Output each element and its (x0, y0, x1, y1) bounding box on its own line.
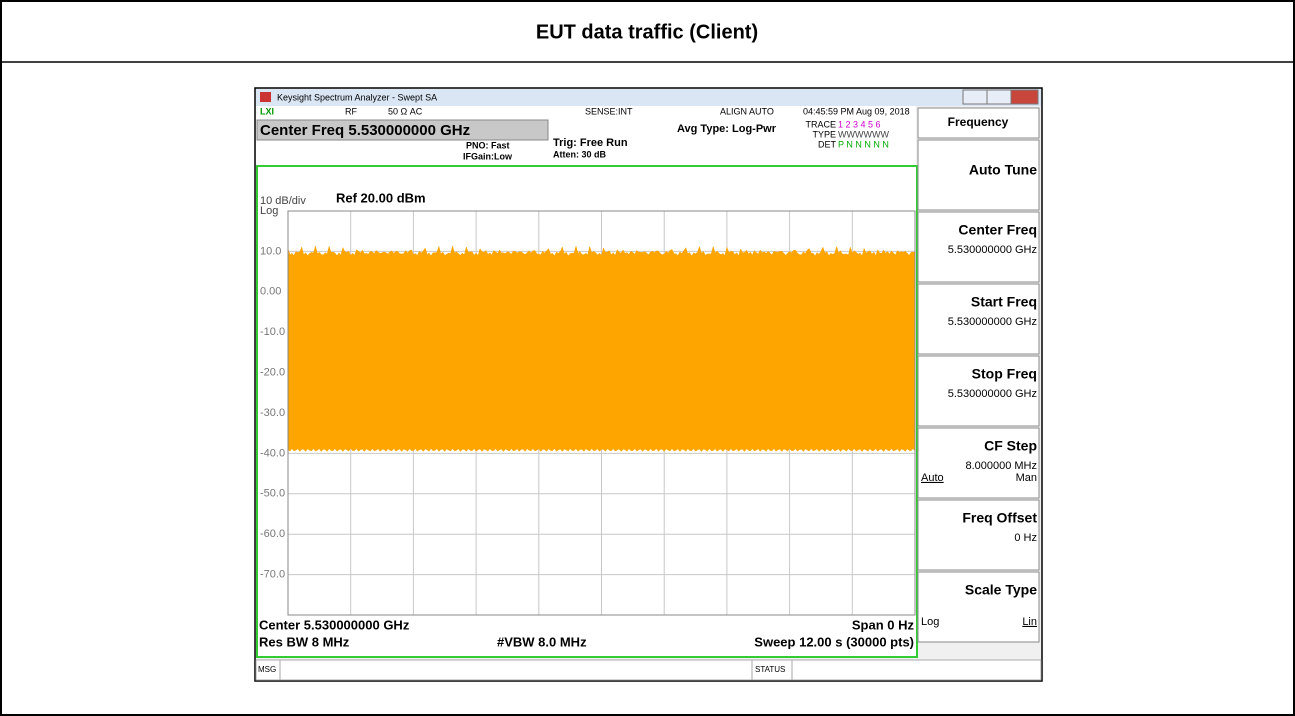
softkey-label: Start Freq (971, 294, 1037, 310)
softkeys: Frequency Auto Tune Center Freq 5.530000000… (917, 107, 1040, 643)
y-tick-label: -30.0 (260, 407, 285, 419)
softkey-label: Auto Tune (969, 162, 1037, 178)
softkey[interactable] (917, 499, 1040, 571)
graticule: 10.0 0.00 -10.0 -20.0 -30.0 -40.0 -50.0 -60.0 -7… (260, 210, 916, 616)
center-freq-box (256, 119, 549, 141)
close-button[interactable] (1010, 89, 1039, 105)
pno: PNO: Fast (466, 140, 510, 150)
center-freq: Center Freq 5.530000000 GHz (260, 122, 470, 139)
softkey-label: Scale Type (965, 582, 1037, 598)
app-icon (260, 92, 271, 102)
title-bar (256, 89, 1041, 106)
status: STATUS (755, 665, 785, 674)
y-tick-label: -60.0 (260, 528, 285, 540)
softkey-label: CF Step (984, 438, 1037, 454)
window-title: Keysight Spectrum Analyzer - Swept SA (277, 92, 437, 102)
softkey[interactable] (917, 427, 1040, 499)
trace-label: TRACE (805, 119, 836, 129)
softkey-value: 5.530000000 GHz (948, 244, 1037, 256)
softkey-right: Lin (1022, 616, 1037, 628)
softkey-value: 0 Hz (1014, 532, 1037, 544)
doc-title: EUT data traffic (Client) (536, 21, 758, 43)
atten: Atten: 30 dB (553, 149, 607, 159)
softkey-label: Stop Freq (972, 366, 1037, 382)
y-tick-label: -20.0 (260, 367, 285, 379)
softkey[interactable] (917, 283, 1040, 355)
max-button[interactable] (986, 89, 1012, 105)
align: ALIGN AUTO (720, 106, 774, 116)
softkey-left: Auto (921, 472, 944, 484)
softkey-value: 8.000000 MHz (965, 460, 1037, 472)
y-tick-label: -70.0 (260, 569, 285, 581)
center: Center 5.530000000 GHz (259, 617, 410, 632)
softkey-left: Log (921, 616, 939, 628)
y-tick-label: 0.00 (260, 286, 281, 298)
lxi-icon: LXI (260, 106, 274, 116)
softkey[interactable] (917, 107, 1040, 139)
rbw: Res BW 8 MHz (259, 634, 350, 649)
sense: SENSE:INT (585, 106, 633, 116)
min-button[interactable] (962, 89, 988, 105)
status-bar (255, 659, 1042, 681)
softkey-value: 5.530000000 GHz (948, 316, 1037, 328)
rf: RF (345, 106, 357, 116)
softkey-value: 5.530000000 GHz (948, 388, 1037, 400)
impedance: 50 Ω AC (388, 106, 423, 116)
ifgain: IFGain:Low (463, 151, 513, 161)
y-tick-label: -10.0 (260, 326, 285, 338)
screenshot: Keysight Spectrum Analyzer - Swept SA LX… (254, 87, 1043, 682)
ref-level: Ref 20.00 dBm (336, 190, 426, 205)
status-row (256, 106, 916, 118)
vbw: #VBW 8.0 MHz (497, 634, 587, 649)
scale: 10 dB/div (260, 195, 306, 207)
sweep: Sweep 12.00 s (30000 pts) (754, 634, 914, 649)
det-value: P N N N N N (838, 139, 889, 149)
softkey-menu: Frequency (948, 115, 1009, 129)
softkey-label: Center Freq (958, 222, 1037, 238)
span: Span 0 Hz (852, 617, 915, 632)
trace (287, 245, 916, 452)
avg-type: Avg Type: Log-Pwr (677, 123, 777, 135)
softkey[interactable] (917, 355, 1040, 427)
softkey-right: Man (1016, 472, 1037, 484)
graticule-frame (287, 210, 916, 616)
msg: MSG (258, 665, 276, 674)
y-tick-label: -50.0 (260, 488, 285, 500)
det-label: DET (818, 139, 837, 149)
type-label: TYPE (812, 129, 836, 139)
log-label: Log (260, 205, 278, 217)
trace-nums: 1 2 3 4 5 6 (838, 119, 881, 129)
timestamp: 04:45:59 PM Aug 09, 2018 (803, 106, 910, 116)
trig: Trig: Free Run (553, 137, 628, 149)
softkey[interactable] (917, 571, 1040, 643)
type-value: WWWWWW (838, 129, 889, 139)
softkey-label: Freq Offset (962, 510, 1037, 526)
softkey[interactable] (917, 139, 1040, 211)
y-tick-label: -40.0 (260, 447, 285, 459)
softkey[interactable] (917, 211, 1040, 283)
y-tick-label: 10.0 (260, 245, 281, 257)
